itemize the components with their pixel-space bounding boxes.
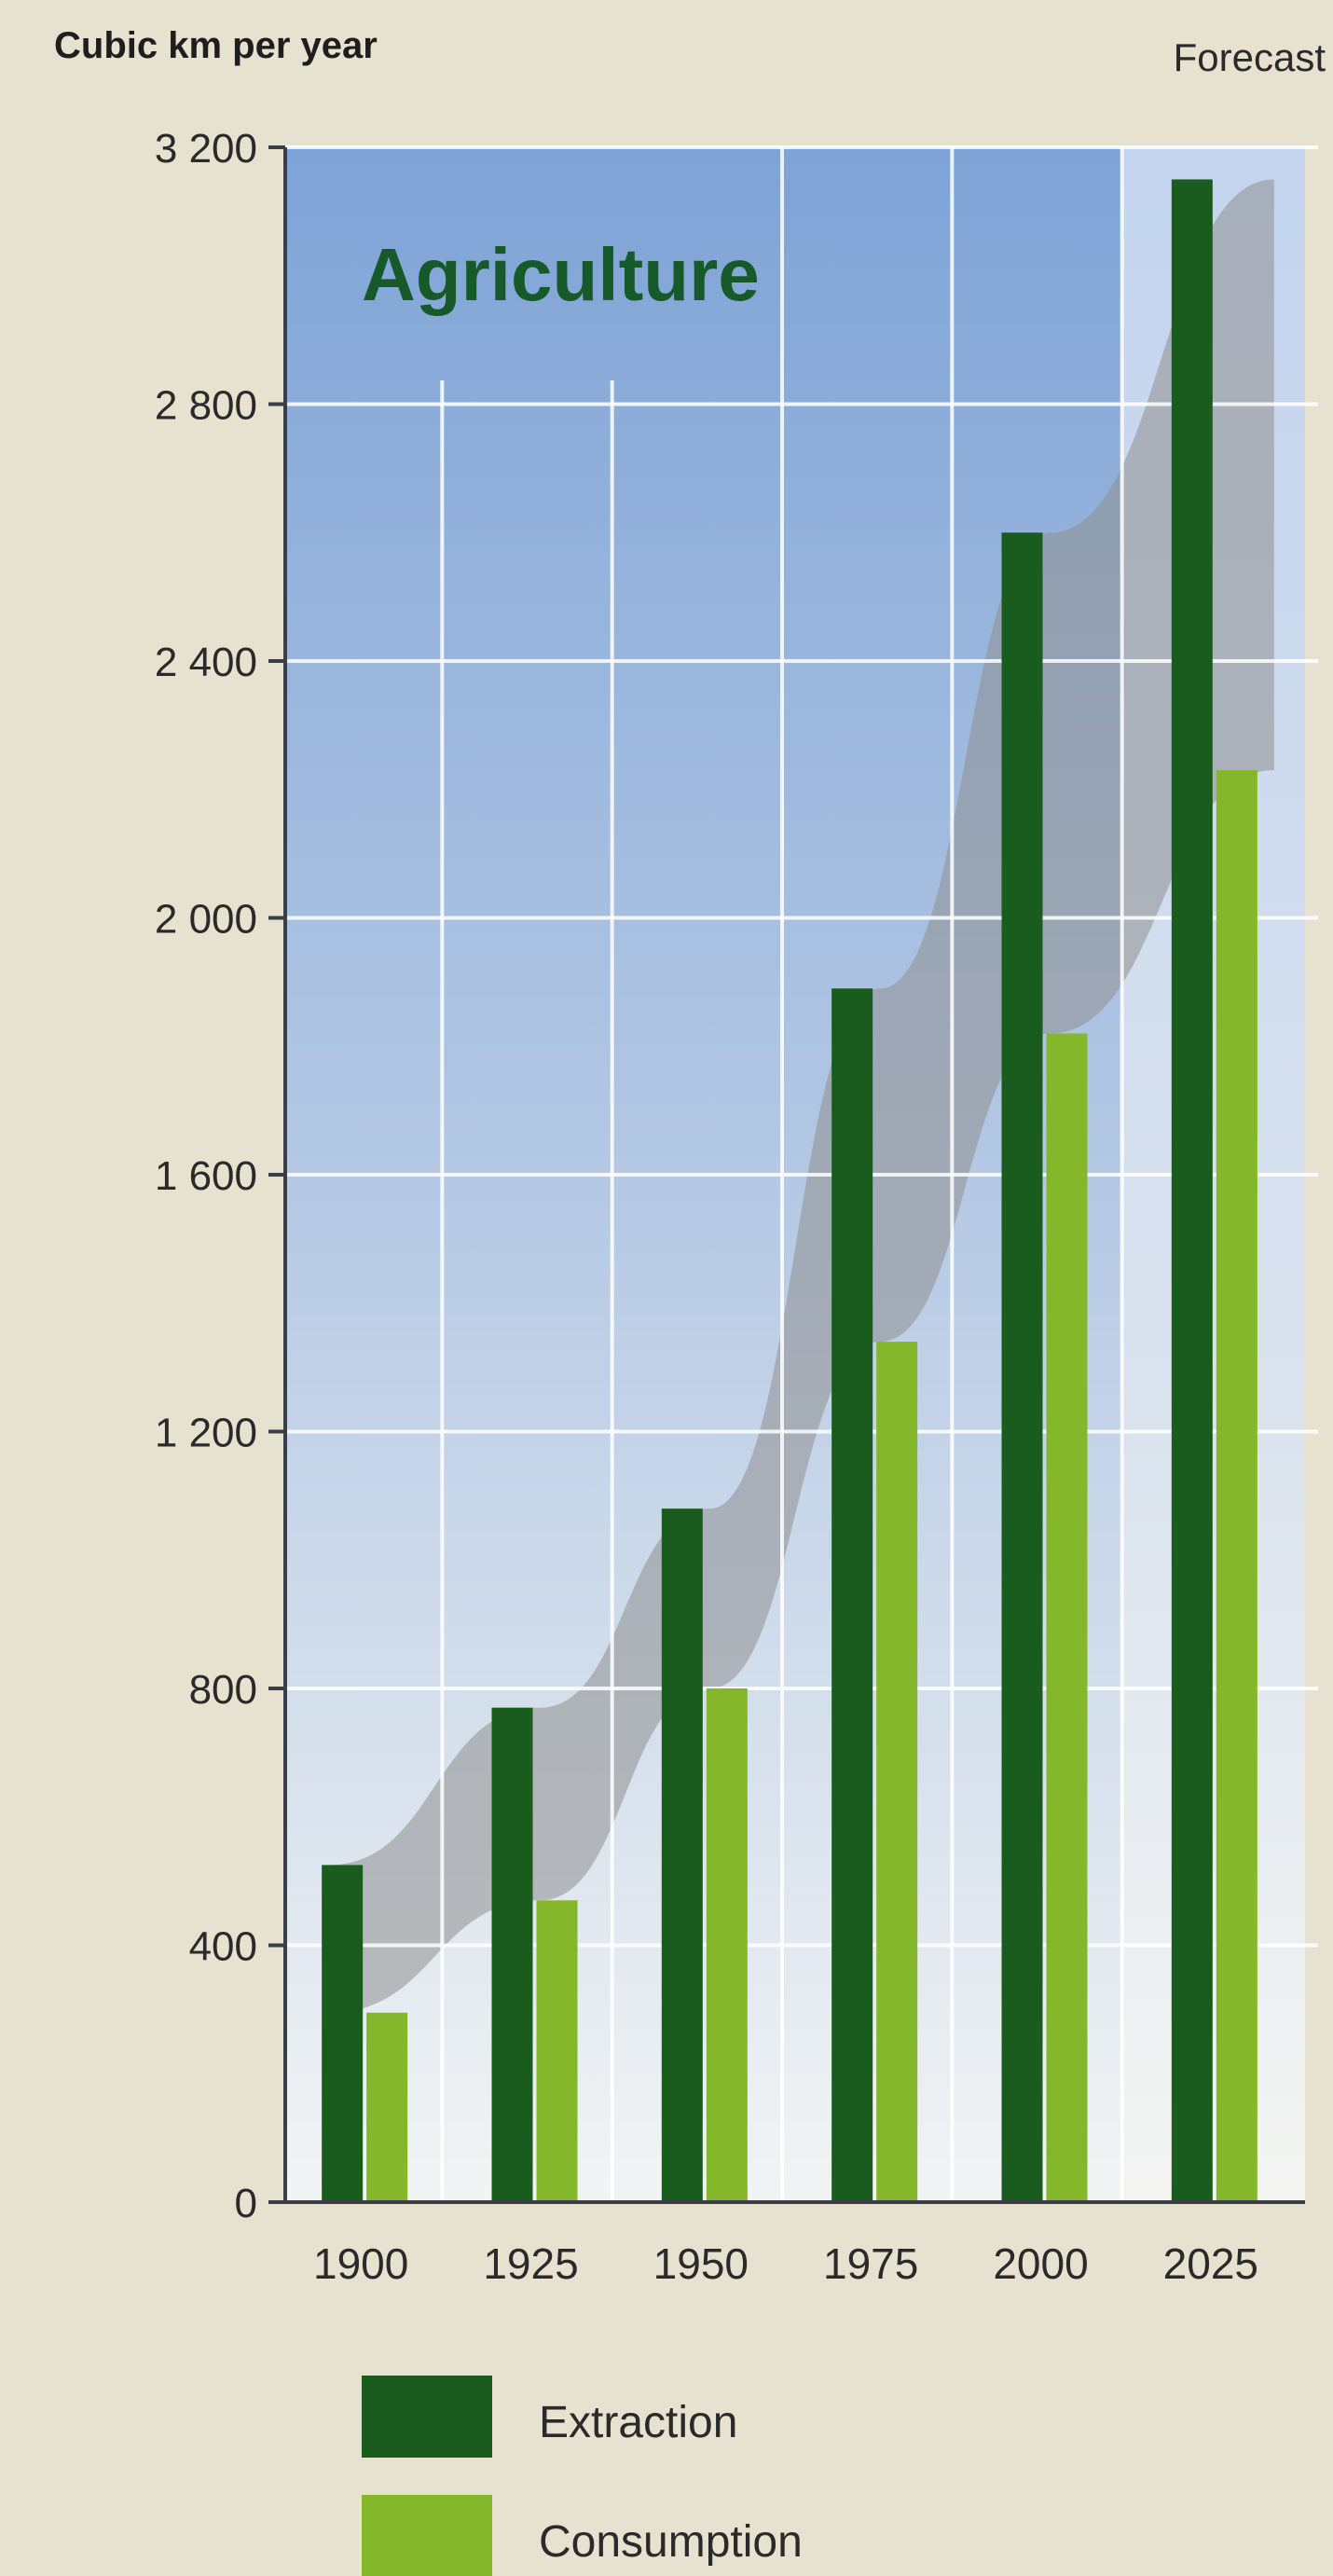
- x-tick-label-1925: 1925: [483, 2239, 578, 2288]
- chart-title: Agriculture: [362, 233, 760, 316]
- bar-consumption-2000: [1046, 1033, 1088, 2202]
- y-tick-label-400: 400: [189, 1924, 257, 1970]
- y-tick-label-0: 0: [235, 2181, 257, 2226]
- bar-extraction-1925: [491, 1707, 533, 2202]
- bars: [322, 179, 1257, 2202]
- y-tick-label-1600: 1 600: [155, 1153, 257, 1199]
- y-tick-label-1200: 1 200: [155, 1411, 257, 1456]
- gridlines: [285, 145, 1318, 2202]
- bar-consumption-1925: [536, 1900, 578, 2202]
- bar-extraction-1900: [322, 1865, 364, 2202]
- y-tick-label-2400: 2 400: [155, 640, 257, 685]
- bar-extraction-2000: [1001, 532, 1043, 2202]
- y-tick-label-2800: 2 800: [155, 383, 257, 429]
- bar-extraction-1975: [831, 988, 873, 2202]
- x-tick-label-2025: 2025: [1163, 2239, 1258, 2288]
- bar-consumption-1975: [876, 1342, 918, 2202]
- bar-extraction-1950: [661, 1508, 703, 2202]
- y-tick-label-2000: 2 000: [155, 897, 257, 943]
- x-tick-label-1900: 1900: [313, 2239, 408, 2288]
- bar-consumption-1950: [706, 1688, 748, 2202]
- bar-consumption-1900: [366, 2012, 408, 2202]
- y-tick-label-3200: 3 200: [155, 126, 257, 172]
- legend-swatch-extraction: [362, 2376, 492, 2458]
- bar-consumption-2025: [1216, 770, 1257, 2202]
- legend-label-consumption: Consumption: [539, 2517, 803, 2567]
- forecast-label: Forecast: [1174, 35, 1326, 79]
- axes: 0 400 800 1 200 1 600 2 000 2 400 2 800 3 200 190…: [155, 126, 1305, 2288]
- bar-extraction-2025: [1171, 179, 1213, 2202]
- x-tick-label-2000: 2000: [993, 2239, 1088, 2288]
- legend-label-extraction: Extraction: [539, 2398, 737, 2447]
- legend-swatch-consumption: [362, 2495, 492, 2576]
- legend: Extraction Consumption: [362, 2376, 803, 2576]
- y-axis-label: Cubic km per year: [54, 25, 378, 66]
- x-tick-label-1975: 1975: [823, 2239, 918, 2288]
- y-tick-label-800: 800: [189, 1667, 257, 1713]
- x-tick-label-1950: 1950: [653, 2239, 749, 2288]
